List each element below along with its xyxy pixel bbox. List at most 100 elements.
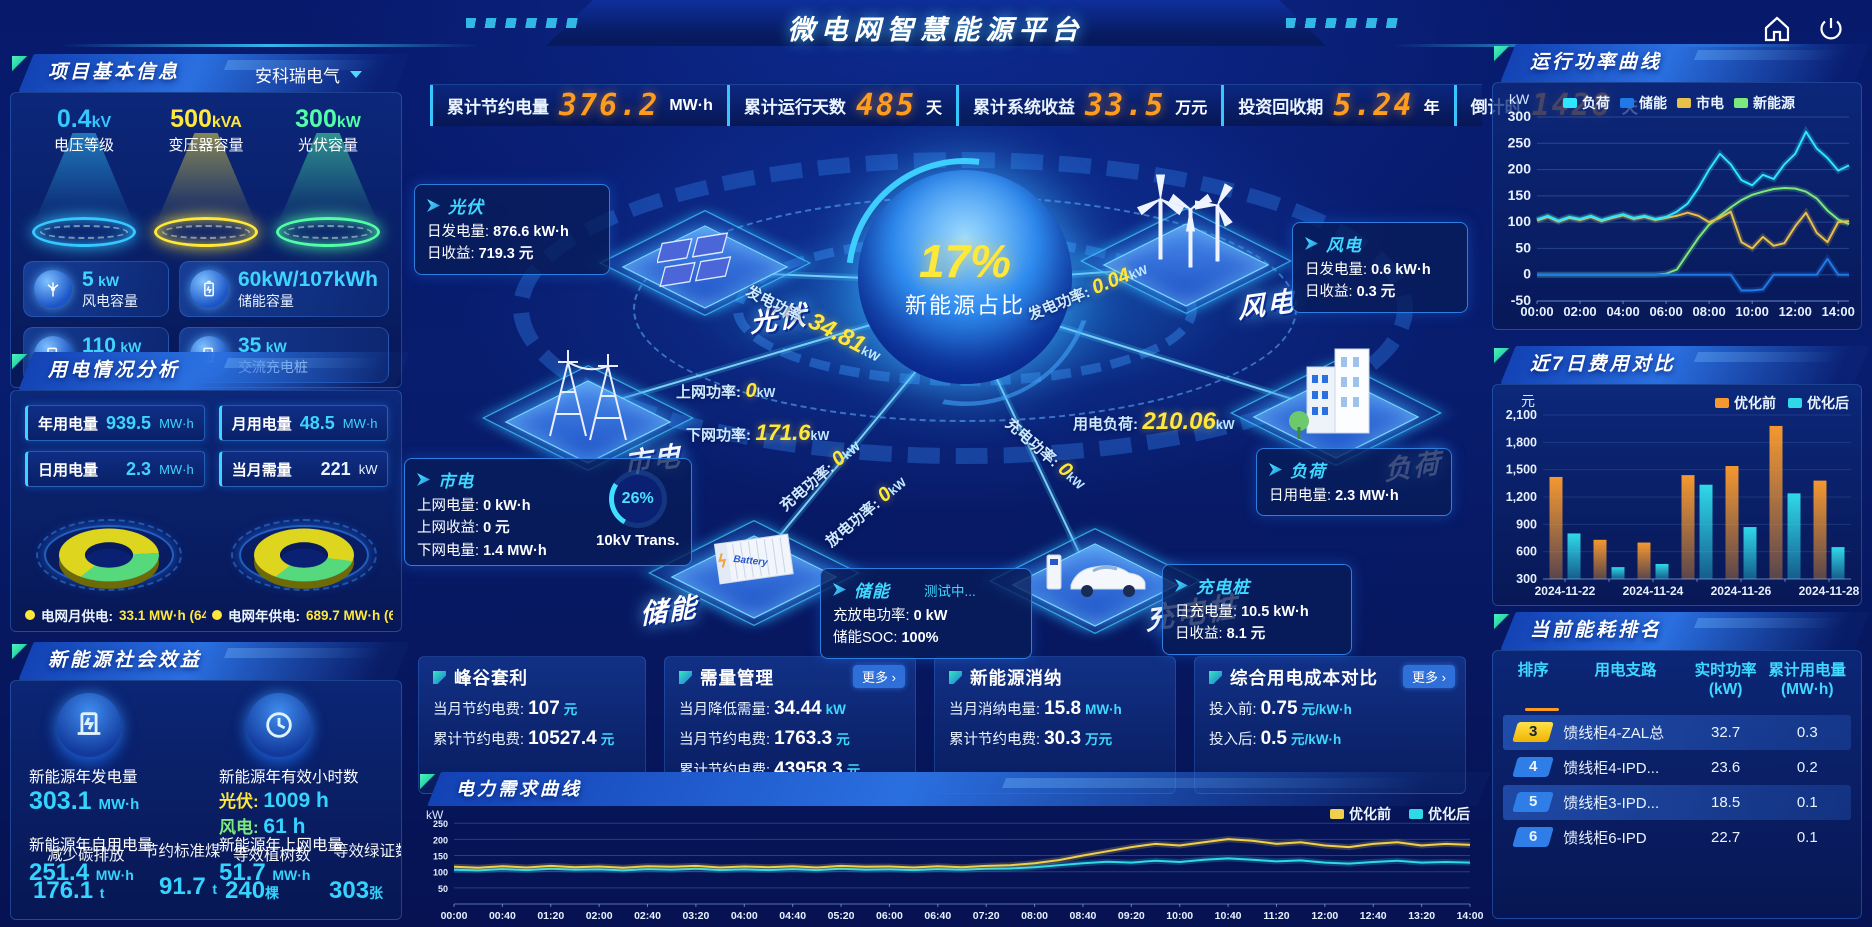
svg-text:10:00: 10:00: [1166, 910, 1193, 922]
panel-title: 用电情况分析: [48, 360, 181, 381]
legend-item-新能源[interactable]: 新能源: [1734, 93, 1795, 113]
spotlight-pv-capacity: 300kW 光伏容量: [269, 105, 387, 255]
legend-item-优化前[interactable]: 优化前: [1715, 393, 1776, 413]
legend-swatch: [1734, 98, 1748, 108]
label-equivalent-trees: 等效植树数: [233, 847, 311, 864]
panel-social-benefit: 新能源社会效益 新能源年发电量 303.1 MW·h 新能源年有效小时数 光伏:…: [10, 642, 410, 920]
wind-icon: [34, 270, 72, 308]
panel-cost-compare: 近7日费用对比 优化前 优化后 元 300 600 900 1,200 1,500 1,80…: [1492, 346, 1870, 606]
donut-chart-month: [58, 528, 159, 582]
spotlight-label: 变压器容量: [168, 137, 244, 154]
microgrid-topology-diagram: 17% 新能源占比 光伏: [404, 100, 1484, 660]
kpi-value: 5.24: [1333, 88, 1414, 123]
card-icon: [1209, 671, 1222, 684]
legend-swatch: [1563, 98, 1577, 108]
demand-curve-svg: 50 100 150 200 250 00:00 00:40 01:20 02:00 02:40 0…: [433, 819, 1484, 922]
svg-text:09:20: 09:20: [1118, 910, 1145, 922]
scroll-indicator[interactable]: [1525, 707, 1559, 711]
more-button[interactable]: 更多 ›: [1403, 665, 1455, 688]
node-wind[interactable]: 风电: [1079, 140, 1296, 330]
card-renewable-consumption: 新能源消纳 当月消纳电量: 15.8 MW·h 累计节约电费: 30.3 万元: [934, 656, 1176, 795]
legend-swatch: [1788, 398, 1802, 408]
svg-text:02:40: 02:40: [634, 910, 661, 922]
spotlight-value: 0.4kV: [56, 105, 112, 133]
svg-text:04:00: 04:00: [731, 910, 758, 922]
renewable-share-label: 新能源占比: [904, 293, 1025, 318]
svg-text:100: 100: [433, 868, 448, 878]
legend-item-储能[interactable]: 储能: [1620, 93, 1667, 113]
legend-grid-month: 电网月供电:33.1 MW·h (64%): [25, 605, 206, 625]
kpi-unit: 万元: [1175, 99, 1208, 117]
table-row[interactable]: 6 馈线柜6-IPD 22.7 0.1: [1503, 820, 1851, 855]
clock-icon: [247, 693, 311, 757]
capacity-wind: 5 kW 风电容量: [23, 261, 169, 317]
legend-item-优化后[interactable]: 优化后: [1409, 804, 1470, 824]
table-row[interactable]: 4 馈线柜4-IPD... 23.6 0.2: [1503, 750, 1851, 785]
power-icon[interactable]: [1816, 14, 1846, 44]
title-glow-line-left: [60, 44, 480, 47]
node-pv[interactable]: 光伏: [598, 182, 812, 338]
svg-text:Battery: Battery: [733, 554, 769, 569]
legend-item-优化前[interactable]: 优化前: [1330, 804, 1391, 824]
y-axis-unit: 元: [1521, 393, 1535, 409]
flow-load-demand: 用电负荷: 210.06kW: [1073, 408, 1235, 435]
node-load[interactable]: 负荷: [1229, 312, 1442, 486]
label-co2-reduction: 减少碳排放: [47, 847, 125, 864]
donut-month: [34, 499, 184, 595]
more-button[interactable]: 更多 ›: [853, 665, 905, 688]
company-select-value: 安科瑞电气: [255, 67, 340, 86]
label-green-certs: 等效绿证数: [333, 843, 401, 860]
table-row[interactable]: 3 馈线柜4-ZAL总 32.7 0.3: [1503, 714, 1851, 750]
social-pv-hours: 光伏: 1009 h: [219, 789, 329, 812]
panel-corner-icon: [420, 774, 436, 790]
y-axis-unit: kW: [426, 808, 444, 822]
table-row[interactable]: 5 馈线柜3-IPD... 18.5 0.1: [1503, 784, 1851, 820]
company-select[interactable]: 安科瑞电气: [255, 62, 362, 87]
svg-text:06:00: 06:00: [876, 910, 903, 922]
donut-year: [229, 499, 379, 595]
card-icon: [949, 671, 962, 684]
svg-text:200: 200: [433, 835, 448, 845]
label-coal-saving: 节约标准煤: [143, 843, 221, 860]
legend-grid-year: 电网年供电:689.7 MW·h (69%): [212, 605, 393, 625]
info-box-wind: 风电 日发电量: 0.6 kW·h 日收益: 0.3 元: [1292, 222, 1468, 313]
home-icon[interactable]: [1762, 14, 1792, 44]
node-grid[interactable]: 市电: [481, 317, 695, 487]
svg-text:07:20: 07:20: [973, 910, 1000, 922]
svg-text:2,100: 2,100: [1506, 408, 1537, 422]
svg-text:150: 150: [433, 852, 448, 862]
legend-item-负荷[interactable]: 负荷: [1563, 93, 1610, 113]
svg-text:2024-11-24: 2024-11-24: [1623, 584, 1684, 598]
label-self-consumption: 新能源年自用电量: [29, 837, 154, 854]
kpi-label: 累计运行天数: [743, 98, 846, 117]
node-storage[interactable]: Battery 储能: [640, 492, 861, 642]
rank-badge: 4: [1512, 757, 1554, 778]
rank-badge: 3: [1512, 722, 1554, 743]
svg-text:04:00: 04:00: [1606, 304, 1639, 319]
capacity-storage: 60kW/107kWh 储能容量: [178, 261, 389, 317]
title-bar: 微电网智慧能源平台: [0, 0, 1872, 52]
legend-item-市电[interactable]: 市电: [1677, 93, 1724, 113]
panel-title: 当前能耗排名: [1530, 620, 1663, 641]
legend-item-优化后[interactable]: 优化后: [1788, 393, 1849, 413]
svg-text:100: 100: [1508, 213, 1532, 229]
spotlight-transformer-capacity: 500kVA 变压器容量: [147, 105, 265, 255]
donut-deco-ring: [238, 525, 369, 585]
title-decoration-left: [466, 18, 586, 28]
node-charger[interactable]: 充电桩: [988, 500, 1238, 650]
label-export-energy: 新能源年上网电量: [219, 837, 344, 854]
panel-energy-ranking: 当前能耗排名 排序 用电支路 实时功率 (kW) 累计用电量 (MW·h) 3 馈线…: [1492, 612, 1870, 919]
svg-text:13:20: 13:20: [1408, 910, 1435, 922]
node-label: 风电: [1237, 285, 1297, 325]
spotlight-label: 光伏容量: [297, 137, 358, 154]
stat-year-usage: 年用电量 939.5 MW·h: [25, 405, 205, 441]
card-cost-comparison: 综合用电成本对比 更多 › 投入前: 0.75 元/kW·h 投入后: 0.5 …: [1194, 656, 1466, 795]
kpi-unit: MW·h: [669, 96, 713, 114]
kpi-unit: 年: [1423, 99, 1440, 117]
spotlight-value: 500kVA: [170, 105, 242, 133]
social-generation: 新能源年发电量 303.1 MW·h: [29, 693, 199, 816]
node-label: 储能: [639, 591, 699, 631]
svg-text:900: 900: [1516, 517, 1537, 531]
legend-dot: [212, 610, 222, 620]
transmission-tower-icon: [528, 344, 648, 449]
